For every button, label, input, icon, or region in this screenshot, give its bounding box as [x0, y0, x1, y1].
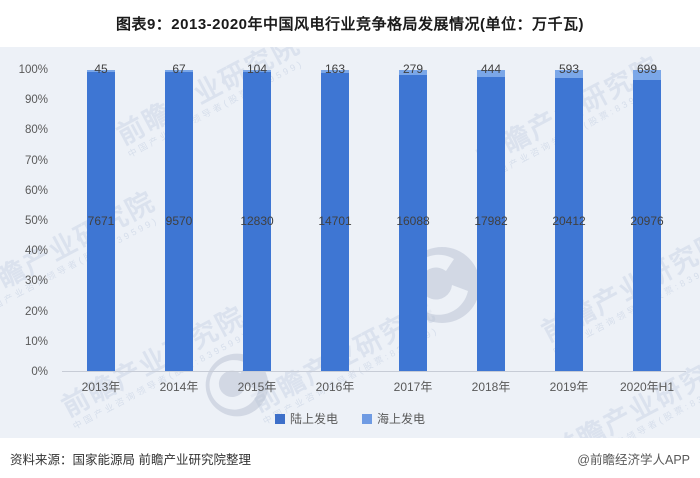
offshore-value-label: 45	[94, 62, 108, 76]
x-axis-label: 2017年	[393, 380, 433, 394]
onshore-segment	[399, 75, 427, 371]
onshore-value-label: 14701	[318, 213, 352, 228]
bar-group: 45 7671	[62, 62, 140, 371]
stacked-bar-2013年	[87, 70, 115, 371]
legend-item-offshore: 海上发电	[362, 410, 425, 427]
onshore-segment	[477, 77, 505, 371]
onshore-segment	[555, 78, 583, 371]
offshore-segment	[243, 70, 271, 73]
x-axis-label: 2013年	[81, 380, 121, 394]
chart-plot-background: 前瞻产业研究院 中国产业咨询领导者(股票:839599) 前瞻产业研究院 中国产业咨询…	[0, 47, 700, 438]
offshore-value-label: 593	[558, 62, 580, 76]
onshore-value-label: 9570	[165, 213, 193, 228]
y-tick-label: 100%	[18, 64, 48, 76]
x-axis-label: 2018年	[471, 380, 511, 394]
plot-area: 45 7671 67 9570 104 12830 163 14701 279 16088 444 1…	[62, 62, 686, 372]
stacked-bar-2020年H1	[633, 70, 661, 371]
stacked-bar-2017年	[399, 70, 427, 371]
legend-item-onshore: 陆上发电	[274, 410, 338, 427]
onshore-value-label: 20412	[552, 213, 586, 228]
x-axis-label: 2016年	[315, 380, 355, 394]
x-axis-label: 2019年	[549, 380, 589, 394]
offshore-segment	[321, 70, 349, 74]
stacked-bar-2016年	[321, 70, 349, 371]
y-tick-label: 80%	[24, 124, 48, 137]
chart-title: 图表9：2013-2020年中国风电行业竞争格局发展情况(单位：万千瓦)	[115, 16, 585, 33]
offshore-segment	[165, 70, 193, 73]
x-axis: 2013年 2014年 2015年 2016年 2017年 2018年 2019年 2020年…	[62, 378, 686, 395]
stacked-bar-2015年	[243, 70, 271, 371]
chart-legend: 陆上发电 海上发电	[0, 410, 700, 427]
bar-group: 104 12830	[218, 62, 296, 371]
offshore-segment	[477, 70, 505, 78]
legend-label: 海上发电	[377, 412, 426, 426]
y-tick-label: 50%	[24, 215, 48, 227]
y-tick-label: 10%	[24, 335, 48, 348]
onshore-segment	[321, 73, 349, 371]
y-tick-label: 70%	[24, 154, 48, 167]
legend-swatch-icon	[274, 413, 285, 424]
bar-group: 163 14701	[296, 62, 374, 371]
source-text: 资料来源：国家能源局 前瞻产业研究院整理	[10, 453, 251, 467]
bar-group: 699 20976	[608, 62, 686, 371]
y-axis: 100% 90% 80% 70% 60% 50% 40% 30% 20% 10% 0%	[0, 64, 56, 378]
bar-group: 444 17982	[452, 62, 530, 371]
offshore-value-label: 699	[636, 62, 658, 76]
y-tick-label: 40%	[24, 245, 48, 258]
offshore-value-label: 444	[480, 62, 502, 76]
bar-group: 279 16088	[374, 62, 452, 371]
legend-label: 陆上发电	[289, 412, 338, 426]
y-tick-label: 30%	[24, 275, 48, 288]
onshore-value-label: 20976	[630, 213, 664, 228]
x-axis-label: 2020年H1	[619, 380, 675, 394]
bar-group: 67 9570	[140, 62, 218, 371]
onshore-segment	[165, 72, 193, 371]
stacked-bar-2019年	[555, 70, 583, 371]
onshore-value-label: 7671	[87, 213, 115, 228]
offshore-segment	[87, 70, 115, 72]
y-tick-label: 90%	[24, 94, 48, 107]
legend-swatch-icon	[362, 413, 372, 424]
onshore-value-label: 16088	[396, 213, 430, 228]
offshore-value-label: 163	[324, 62, 346, 76]
onshore-segment	[243, 72, 271, 371]
stacked-bar-2014年	[165, 70, 193, 371]
y-tick-label: 0%	[31, 366, 48, 378]
stacked-bar-2018年	[477, 70, 505, 371]
x-axis-label: 2014年	[159, 380, 199, 394]
offshore-segment	[555, 70, 583, 79]
onshore-value-label: 17982	[474, 213, 508, 228]
offshore-value-label: 104	[246, 62, 268, 76]
y-tick-label: 20%	[24, 305, 48, 318]
offshore-segment	[633, 70, 661, 80]
onshore-segment	[633, 79, 661, 371]
offshore-value-label: 279	[402, 62, 424, 76]
onshore-value-label: 12830	[240, 213, 274, 228]
onshore-segment	[87, 71, 115, 371]
offshore-value-label: 67	[172, 62, 186, 76]
y-tick-label: 60%	[24, 184, 48, 197]
publisher-text: @前瞻经济学人APP	[577, 453, 690, 467]
offshore-segment	[399, 70, 427, 76]
x-axis-label: 2015年	[237, 380, 277, 394]
bar-group: 593 20412	[530, 62, 608, 371]
